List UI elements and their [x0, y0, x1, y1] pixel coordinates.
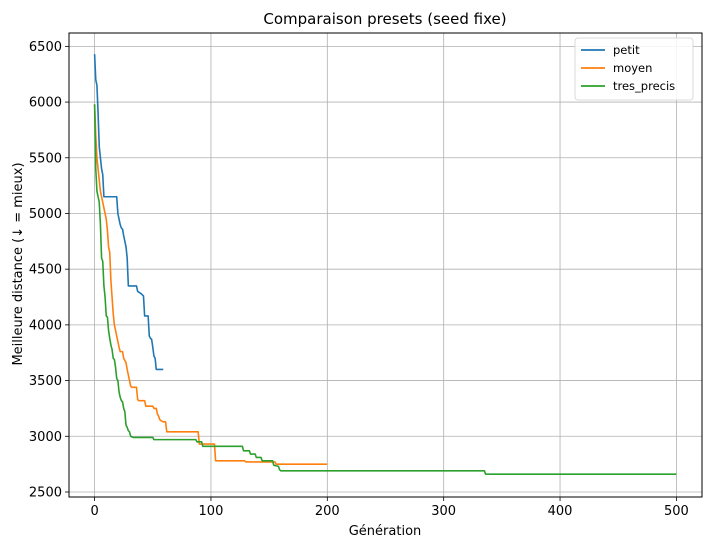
x-tick-label: 100 — [199, 504, 224, 519]
y-tick-label: 5000 — [29, 207, 62, 222]
y-ticks: 2500 3000 3500 4000 4500 5000 5500 6000 6500 — [29, 40, 69, 500]
legend-label-tres_precis: tres_precis — [613, 79, 675, 93]
legend-label-moyen: moyen — [613, 61, 652, 75]
series-line-tres_precis — [93, 104, 677, 475]
y-tick-label: 3000 — [29, 430, 62, 445]
y-tick-label: 6500 — [29, 40, 62, 55]
chart-title: Comparaison presets (seed fixe) — [263, 10, 506, 28]
legend: petit moyen tres_precis — [574, 37, 694, 101]
grid — [69, 33, 702, 497]
y-tick-label: 4500 — [29, 263, 62, 278]
x-tick-label: 400 — [548, 504, 573, 519]
y-tick-label: 3500 — [29, 374, 62, 389]
y-axis-title: Meilleure distance (↓ = mieux) — [11, 162, 26, 365]
x-tick-label: 500 — [664, 504, 689, 519]
y-tick-label: 6000 — [29, 96, 62, 111]
legend-label-petit: petit — [613, 43, 640, 57]
x-ticks: 0 100 200 300 400 500 — [90, 497, 689, 519]
series-layer — [93, 54, 677, 475]
x-tick-label: 300 — [431, 504, 456, 519]
x-tick-label: 200 — [315, 504, 340, 519]
y-tick-label: 5500 — [29, 151, 62, 166]
x-axis-title: Génération — [349, 524, 422, 539]
series-line-petit — [93, 54, 164, 371]
y-tick-label: 2500 — [29, 485, 62, 500]
series-line-moyen — [93, 104, 328, 465]
y-tick-label: 4000 — [29, 318, 62, 333]
legend-box — [574, 37, 694, 101]
plot-frame — [68, 32, 703, 498]
x-tick-label: 0 — [90, 504, 98, 519]
